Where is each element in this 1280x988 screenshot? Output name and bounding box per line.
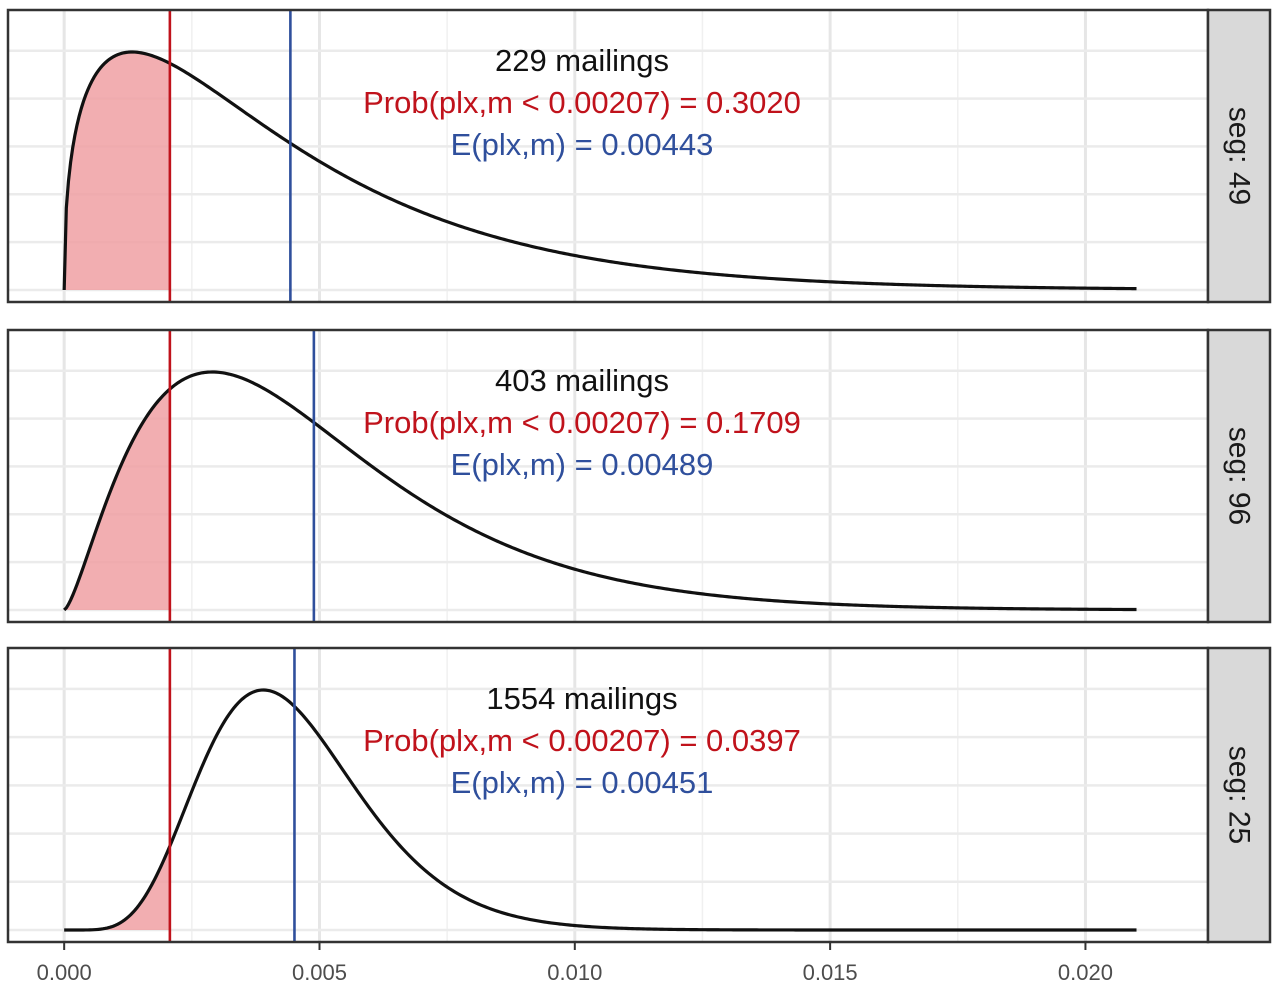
density-curve	[64, 688, 1137, 932]
facet-strip-label: seg: 49	[1223, 107, 1256, 205]
probability-shaded-area	[64, 52, 170, 291]
facet-strip	[1206, 8, 1272, 304]
probability-shaded-area	[64, 389, 170, 610]
x-tick-label: 0.015	[803, 960, 858, 985]
mailings-count-label: 1554 mailings	[486, 681, 677, 716]
density-curve	[62, 50, 1137, 291]
expectation-label: E(plx,m) = 0.00443	[451, 127, 714, 162]
facet-panel: 1554 mailings Prob(plx,m < 0.00207) = 0.0…	[6, 646, 1272, 944]
x-axis: 0.000 0.005 0.010 0.015 0.020	[37, 942, 1113, 985]
x-tick-label: 0.005	[292, 960, 347, 985]
x-tick-label: 0.010	[547, 960, 602, 985]
probability-label: Prob(plx,m < 0.00207) = 0.3020	[363, 85, 801, 120]
facet-strip	[1206, 646, 1272, 944]
x-tick-label: 0.020	[1058, 960, 1113, 985]
facet-panel: 403 mailings Prob(plx,m < 0.00207) = 0.17…	[6, 328, 1272, 624]
probability-shaded-area	[64, 845, 170, 930]
probability-label: Prob(plx,m < 0.00207) = 0.0397	[363, 723, 801, 758]
expectation-label: E(plx,m) = 0.00489	[451, 447, 714, 482]
facet-strip-label: seg: 96	[1223, 427, 1256, 525]
facet-panel: 229 mailings Prob(plx,m < 0.00207) = 0.30…	[6, 8, 1272, 304]
x-tick-label: 0.000	[37, 960, 92, 985]
facet-strip	[1206, 328, 1272, 624]
mailings-count-label: 403 mailings	[495, 363, 669, 398]
mailings-count-label: 229 mailings	[495, 43, 669, 78]
density-curve	[63, 370, 1137, 612]
probability-label: Prob(plx,m < 0.00207) = 0.1709	[363, 405, 801, 440]
expectation-label: E(plx,m) = 0.00451	[451, 765, 714, 800]
panel-background	[8, 10, 1208, 302]
facet-strip-label: seg: 25	[1223, 746, 1256, 844]
panel-background	[8, 648, 1208, 942]
panel-background	[8, 330, 1208, 622]
